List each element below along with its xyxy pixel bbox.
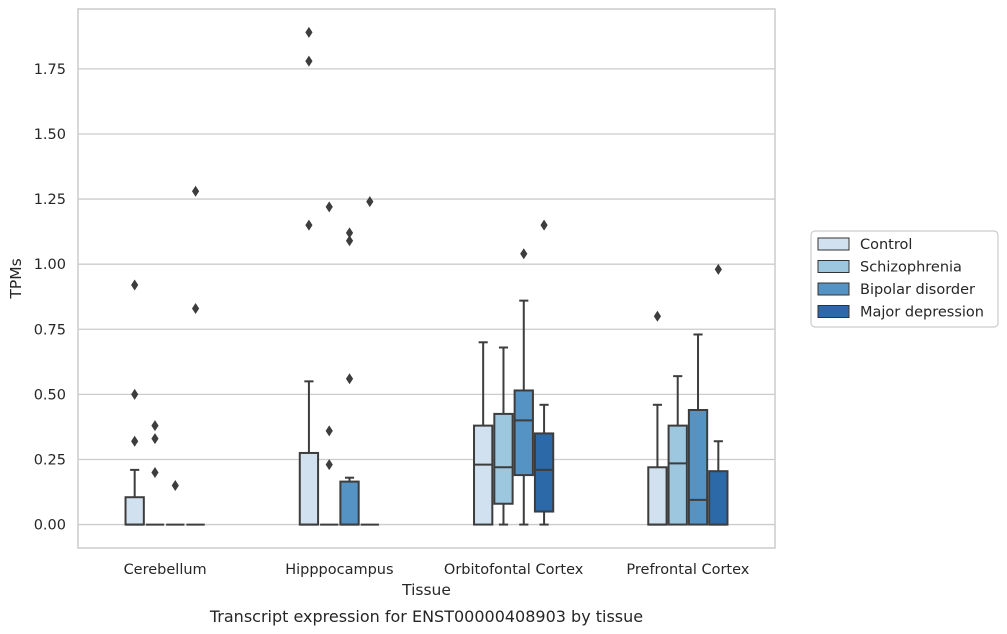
x-tick-label: Orbitofontal Cortex <box>444 562 584 578</box>
box-bipolar-disorder <box>339 227 360 526</box>
outlier-point <box>714 263 722 275</box>
legend-swatch <box>817 305 850 318</box>
box-body <box>493 412 514 505</box>
legend-label: Bipolar disorder <box>860 282 975 298</box>
outlier-point <box>191 185 200 197</box>
outlier-point <box>345 235 354 247</box>
y-tick-label: 1.25 <box>34 192 66 208</box>
box-major-depression <box>708 263 729 526</box>
gridlines <box>78 68 775 526</box>
box-control <box>473 341 494 526</box>
x-axis-title: Tissue <box>401 581 451 599</box>
legend-swatch <box>817 260 850 273</box>
outlier-point <box>131 388 139 400</box>
legend-label: Control <box>860 237 912 253</box>
outlier-point <box>131 279 139 291</box>
x-tick-label: Cerebellum <box>124 562 207 578</box>
outlier-point <box>151 420 159 432</box>
box-schizophrenia <box>320 201 339 526</box>
legend-label: Major depression <box>860 305 984 321</box>
y-tick-label: 1.75 <box>34 62 66 78</box>
y-tick-label: 0.00 <box>34 518 66 534</box>
box-body <box>647 466 668 526</box>
outlier-point <box>151 433 159 445</box>
outlier-point <box>151 466 159 478</box>
y-tick-label: 0.75 <box>34 322 66 338</box>
y-axis-title: TPMs <box>7 258 25 299</box>
box-body <box>667 424 688 526</box>
box-body <box>339 480 360 526</box>
box-schizophrenia <box>145 420 165 526</box>
box-body <box>513 389 534 477</box>
figure-caption: Transcript expression for ENST0000040890… <box>209 607 643 626</box>
box-body <box>124 496 145 526</box>
outlier-point <box>345 373 354 385</box>
outlier-point <box>366 196 374 208</box>
x-axis-ticks: Cerebellum Hipppocampus Orbitofontal Corte… <box>124 562 750 578</box>
y-tick-label: 1.50 <box>34 127 66 143</box>
box-control <box>124 279 145 526</box>
box-body <box>533 432 555 513</box>
legend-label: Schizophrenia <box>860 260 962 276</box>
legend-swatch <box>817 282 850 296</box>
outlier-point <box>653 310 662 322</box>
box-major-depression <box>360 196 379 526</box>
box-schizophrenia <box>493 346 514 526</box>
outlier-point <box>171 480 179 492</box>
box-bipolar-disorder <box>687 333 709 526</box>
box-bipolar-disorder <box>513 248 534 526</box>
box-body <box>708 470 729 526</box>
y-tick-label: 0.50 <box>34 387 66 403</box>
x-tick-label: Prefrontal Cortex <box>626 562 749 578</box>
outlier-point <box>305 55 313 67</box>
outlier-point <box>305 219 313 231</box>
outlier-point <box>345 227 354 239</box>
legend-swatch <box>817 237 850 251</box>
box-schizophrenia <box>667 375 688 526</box>
box-control <box>298 26 320 526</box>
outlier-point <box>191 302 200 314</box>
y-tick-label: 1.00 <box>34 257 66 273</box>
box-major-depression <box>186 185 205 526</box>
box-body <box>298 451 320 526</box>
outlier-point <box>131 435 139 447</box>
legend: Control Schizophrenia Bipolar disorder Majo… <box>810 230 999 328</box>
x-tick-label: Hipppocampus <box>285 562 393 578</box>
boxplots <box>124 26 729 526</box>
box-body <box>687 408 709 526</box>
legend-frame <box>810 230 999 328</box>
outlier-point <box>305 26 313 38</box>
y-tick-label: 0.25 <box>34 452 66 468</box>
outlier-point <box>325 425 333 437</box>
outlier-point <box>520 248 528 260</box>
plot-frame <box>77 8 776 549</box>
y-axis-ticks: 0.00 0.25 0.50 0.75 1.00 1.25 1.50 1.75 <box>34 62 66 534</box>
box-major-depression <box>533 219 555 526</box>
box-bipolar-disorder <box>166 480 185 526</box>
box-body <box>473 424 494 526</box>
box-control <box>647 310 668 526</box>
outlier-point <box>325 201 333 213</box>
outlier-point <box>325 459 333 471</box>
outlier-point <box>540 219 548 231</box>
